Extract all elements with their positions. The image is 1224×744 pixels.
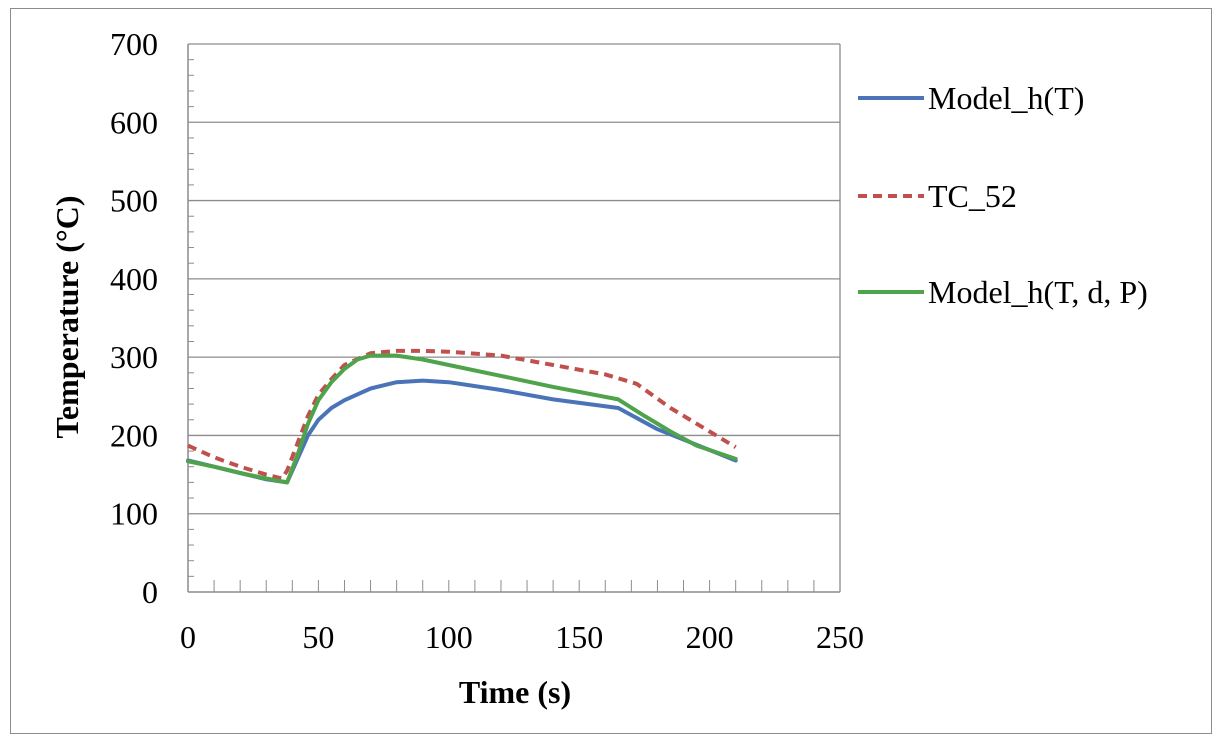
x-tick-label: 100 [425, 619, 473, 655]
x-tick-label: 250 [816, 619, 864, 655]
y-tick-label: 100 [110, 496, 158, 532]
y-tick-label: 700 [110, 26, 158, 62]
legend-label-2: TC_52 [928, 178, 1017, 214]
y-tick-label: 600 [110, 104, 158, 140]
series-line-3 [186, 353, 738, 485]
series-lines [186, 348, 738, 485]
legend-label-3: Model_h(T, d, P) [928, 274, 1148, 310]
x-tick-label: 50 [302, 619, 334, 655]
series-line-1 [186, 378, 738, 485]
gridlines [188, 43, 840, 515]
y-tick-label: 400 [110, 261, 158, 297]
x-axis-title: Time (s) [459, 674, 571, 710]
y-tick-label: 300 [110, 339, 158, 375]
x-tick-label: 200 [686, 619, 734, 655]
legend-label-1: Model_h(T) [928, 80, 1084, 116]
legend: Model_h(T) TC_52 Model_h(T, d, P) [858, 80, 1148, 310]
axes: 0 100 200 300 400 500 600 700 0 50 100 150 200 250 [110, 26, 864, 655]
series-line-2 [187, 348, 737, 481]
y-tick-label: 500 [110, 183, 158, 219]
y-axis-title: Temperature (°C) [49, 196, 85, 439]
y-tick-label: 0 [142, 574, 158, 610]
chart-frame [10, 8, 1212, 734]
y-tick-label: 200 [110, 417, 158, 453]
x-tick-label: 0 [180, 619, 196, 655]
x-tick-label: 150 [555, 619, 603, 655]
